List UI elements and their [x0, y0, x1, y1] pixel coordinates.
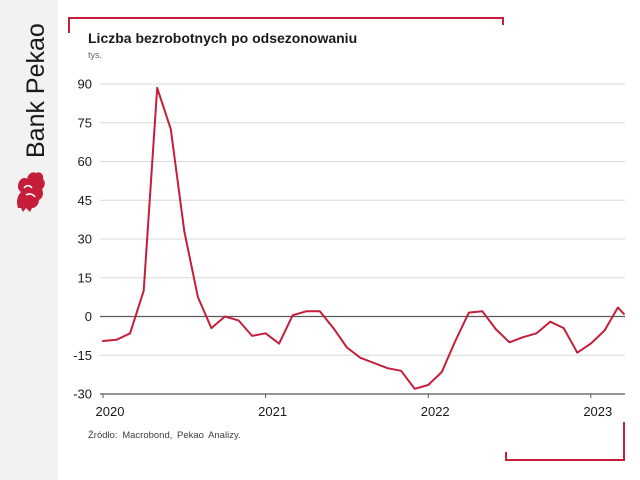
data-point	[224, 315, 226, 318]
axis-layer: 90 75 60 45 30 15 0 -15 -30 2020 2021 2022 2023	[73, 77, 625, 419]
data-point	[291, 314, 294, 317]
data-point	[427, 384, 430, 386]
data-point	[617, 306, 619, 309]
frame-corner-right	[502, 17, 504, 25]
data-point	[468, 311, 470, 314]
chart-unit-label: tys.	[88, 50, 103, 60]
data-point	[142, 289, 145, 292]
y-tick-label: 30	[78, 232, 92, 247]
y-tick-label: 45	[78, 193, 92, 208]
y-tick-label: 90	[78, 77, 92, 92]
source-note: Źródło: Macrobond, Pekao Analizy.	[88, 430, 241, 441]
x-tick-label: 2022	[421, 404, 450, 419]
y-tick-label: -15	[73, 348, 92, 363]
frame-corner-bottom-right	[623, 422, 625, 461]
data-point	[332, 327, 335, 329]
data-point	[562, 327, 565, 329]
series-layer	[102, 86, 625, 390]
bank-pekao-wordmark: Bank Pekao	[22, 23, 50, 158]
data-point	[251, 335, 253, 337]
data-point	[359, 357, 362, 359]
data-point	[508, 341, 511, 344]
y-tick-label: -30	[73, 387, 92, 402]
y-tick-label: 15	[78, 270, 92, 285]
frame-top-line	[68, 17, 504, 19]
data-point	[522, 336, 524, 338]
data-point	[210, 327, 213, 329]
y-tick-label: 75	[78, 115, 92, 130]
data-point	[129, 332, 131, 335]
data-point	[319, 310, 321, 313]
data-point	[440, 371, 443, 373]
pekao-bison-logo-icon	[17, 172, 45, 212]
data-point	[278, 342, 280, 345]
data-point	[481, 310, 484, 313]
data-point	[549, 320, 551, 323]
data-point	[590, 342, 592, 345]
data-point	[183, 230, 186, 233]
data-point	[305, 310, 308, 313]
frame-corner-left	[68, 17, 70, 33]
series-line	[102, 86, 625, 390]
data-point	[237, 319, 240, 322]
y-tick-label: 0	[85, 309, 92, 324]
data-point	[346, 346, 348, 349]
data-point	[156, 87, 158, 89]
frame-corner-bottom-left	[505, 452, 507, 461]
x-tick-label: 2020	[96, 404, 125, 419]
data-point	[535, 332, 538, 335]
data-point	[495, 328, 497, 331]
grid-layer	[100, 83, 625, 395]
data-point	[102, 340, 104, 342]
data-point	[197, 296, 199, 298]
data-point	[454, 340, 457, 342]
data-point	[386, 367, 389, 369]
x-tick-label: 2023	[583, 404, 612, 419]
frame-bottom-line	[505, 459, 625, 461]
data-point	[413, 388, 416, 390]
data-point	[400, 369, 402, 372]
data-point	[264, 332, 267, 335]
brand-name-text: Bank Pekao	[22, 23, 50, 158]
chart-title: Liczba bezrobotnych po odsezonowaniu	[88, 30, 358, 46]
brand-sidebar: Bank Pekao	[0, 0, 58, 480]
y-tick-label: 60	[78, 154, 92, 169]
data-point	[373, 362, 375, 364]
data-point	[576, 351, 579, 354]
x-tick-label: 2021	[258, 404, 287, 419]
data-point	[169, 128, 172, 131]
data-point	[115, 338, 118, 341]
data-point	[603, 329, 606, 332]
